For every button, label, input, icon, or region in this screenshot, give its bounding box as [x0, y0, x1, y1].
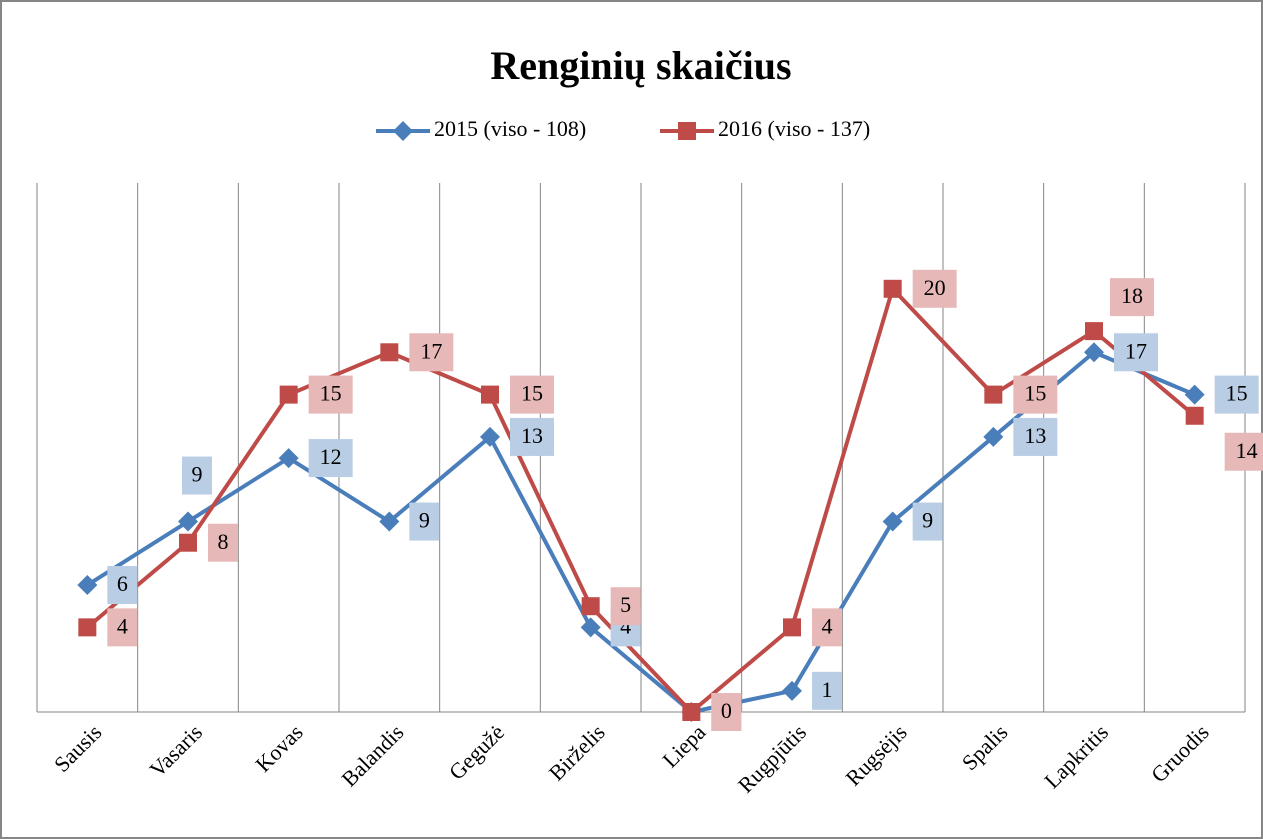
- marker: [179, 533, 197, 552]
- marker: [983, 426, 1004, 447]
- data-label: 12: [320, 444, 342, 469]
- data-label: 18: [1121, 283, 1143, 308]
- legend-label: 2015 (viso - 108): [434, 116, 586, 141]
- marker: [178, 511, 198, 532]
- data-label-box: [409, 333, 454, 372]
- data-label: 17: [420, 338, 442, 363]
- marker: [481, 385, 499, 404]
- marker: [279, 385, 298, 404]
- data-label-box: [711, 693, 742, 731]
- marker: [883, 279, 902, 298]
- data-label-box: [510, 375, 554, 414]
- data-label: 9: [922, 508, 933, 533]
- data-label: 8: [218, 529, 229, 554]
- series-line: [86, 286, 1196, 714]
- series-line: [86, 350, 1196, 714]
- marker: [1185, 406, 1204, 425]
- marker: [379, 511, 400, 532]
- chart-title: Renginių skaičius: [490, 43, 791, 88]
- data-label-box: [107, 566, 138, 605]
- marker: [1084, 342, 1104, 363]
- data-label: 14: [1236, 438, 1258, 463]
- data-label: 9: [192, 462, 203, 487]
- data-label: 4: [117, 613, 128, 638]
- data-label: 13: [1024, 423, 1046, 448]
- marker: [480, 426, 500, 447]
- marker: [682, 703, 701, 721]
- legend-marker: [393, 121, 413, 141]
- data-label-box: [308, 439, 353, 478]
- marker: [78, 618, 97, 637]
- data-label-box: [1013, 375, 1058, 414]
- legend-marker: [678, 122, 696, 140]
- data-label-box: [812, 608, 842, 647]
- data-label-box: [308, 375, 353, 414]
- data-label-box: [1214, 375, 1259, 414]
- data-label-box: [1224, 432, 1263, 471]
- data-label: 6: [117, 571, 128, 596]
- data-label: 17: [1125, 338, 1147, 363]
- data-label: 9: [419, 508, 430, 533]
- legend: 2015 (viso - 108) 2016 (viso - 137): [376, 116, 870, 141]
- marker: [278, 448, 299, 469]
- marker: [581, 597, 600, 616]
- data-label: 4: [822, 613, 833, 638]
- data-label-box: [812, 671, 842, 710]
- data-label: 0: [721, 698, 732, 723]
- data-label: 15: [320, 381, 342, 406]
- data-label: 1: [822, 677, 833, 702]
- marker: [77, 575, 98, 596]
- marker: [580, 617, 601, 638]
- data-label-box: [912, 502, 943, 541]
- data-label-box: [107, 608, 138, 647]
- marker: [782, 680, 802, 701]
- data-label-box: [1110, 278, 1154, 317]
- data-label: 5: [620, 592, 631, 617]
- data-label-box: [182, 456, 212, 495]
- marker: [1085, 322, 1103, 341]
- marker: [882, 511, 903, 532]
- data-label-box: [510, 417, 554, 456]
- data-label-box: [610, 587, 641, 626]
- data-label: 15: [521, 381, 543, 406]
- marker: [783, 618, 801, 637]
- data-label: 13: [521, 423, 543, 448]
- data-label-box: [1013, 417, 1058, 456]
- data-label: 15: [1226, 381, 1248, 406]
- data-label-box: [208, 523, 238, 562]
- data-label-box: [409, 502, 440, 541]
- marker: [1184, 384, 1205, 405]
- data-label: 20: [924, 275, 946, 300]
- marker: [380, 343, 399, 362]
- data-label-box: [912, 269, 957, 308]
- data-label-box: [1114, 333, 1158, 372]
- data-label: 4: [620, 613, 631, 638]
- marker: [984, 385, 1003, 404]
- legend-label: 2016 (viso - 137): [718, 116, 870, 141]
- data-label: 15: [1024, 381, 1046, 406]
